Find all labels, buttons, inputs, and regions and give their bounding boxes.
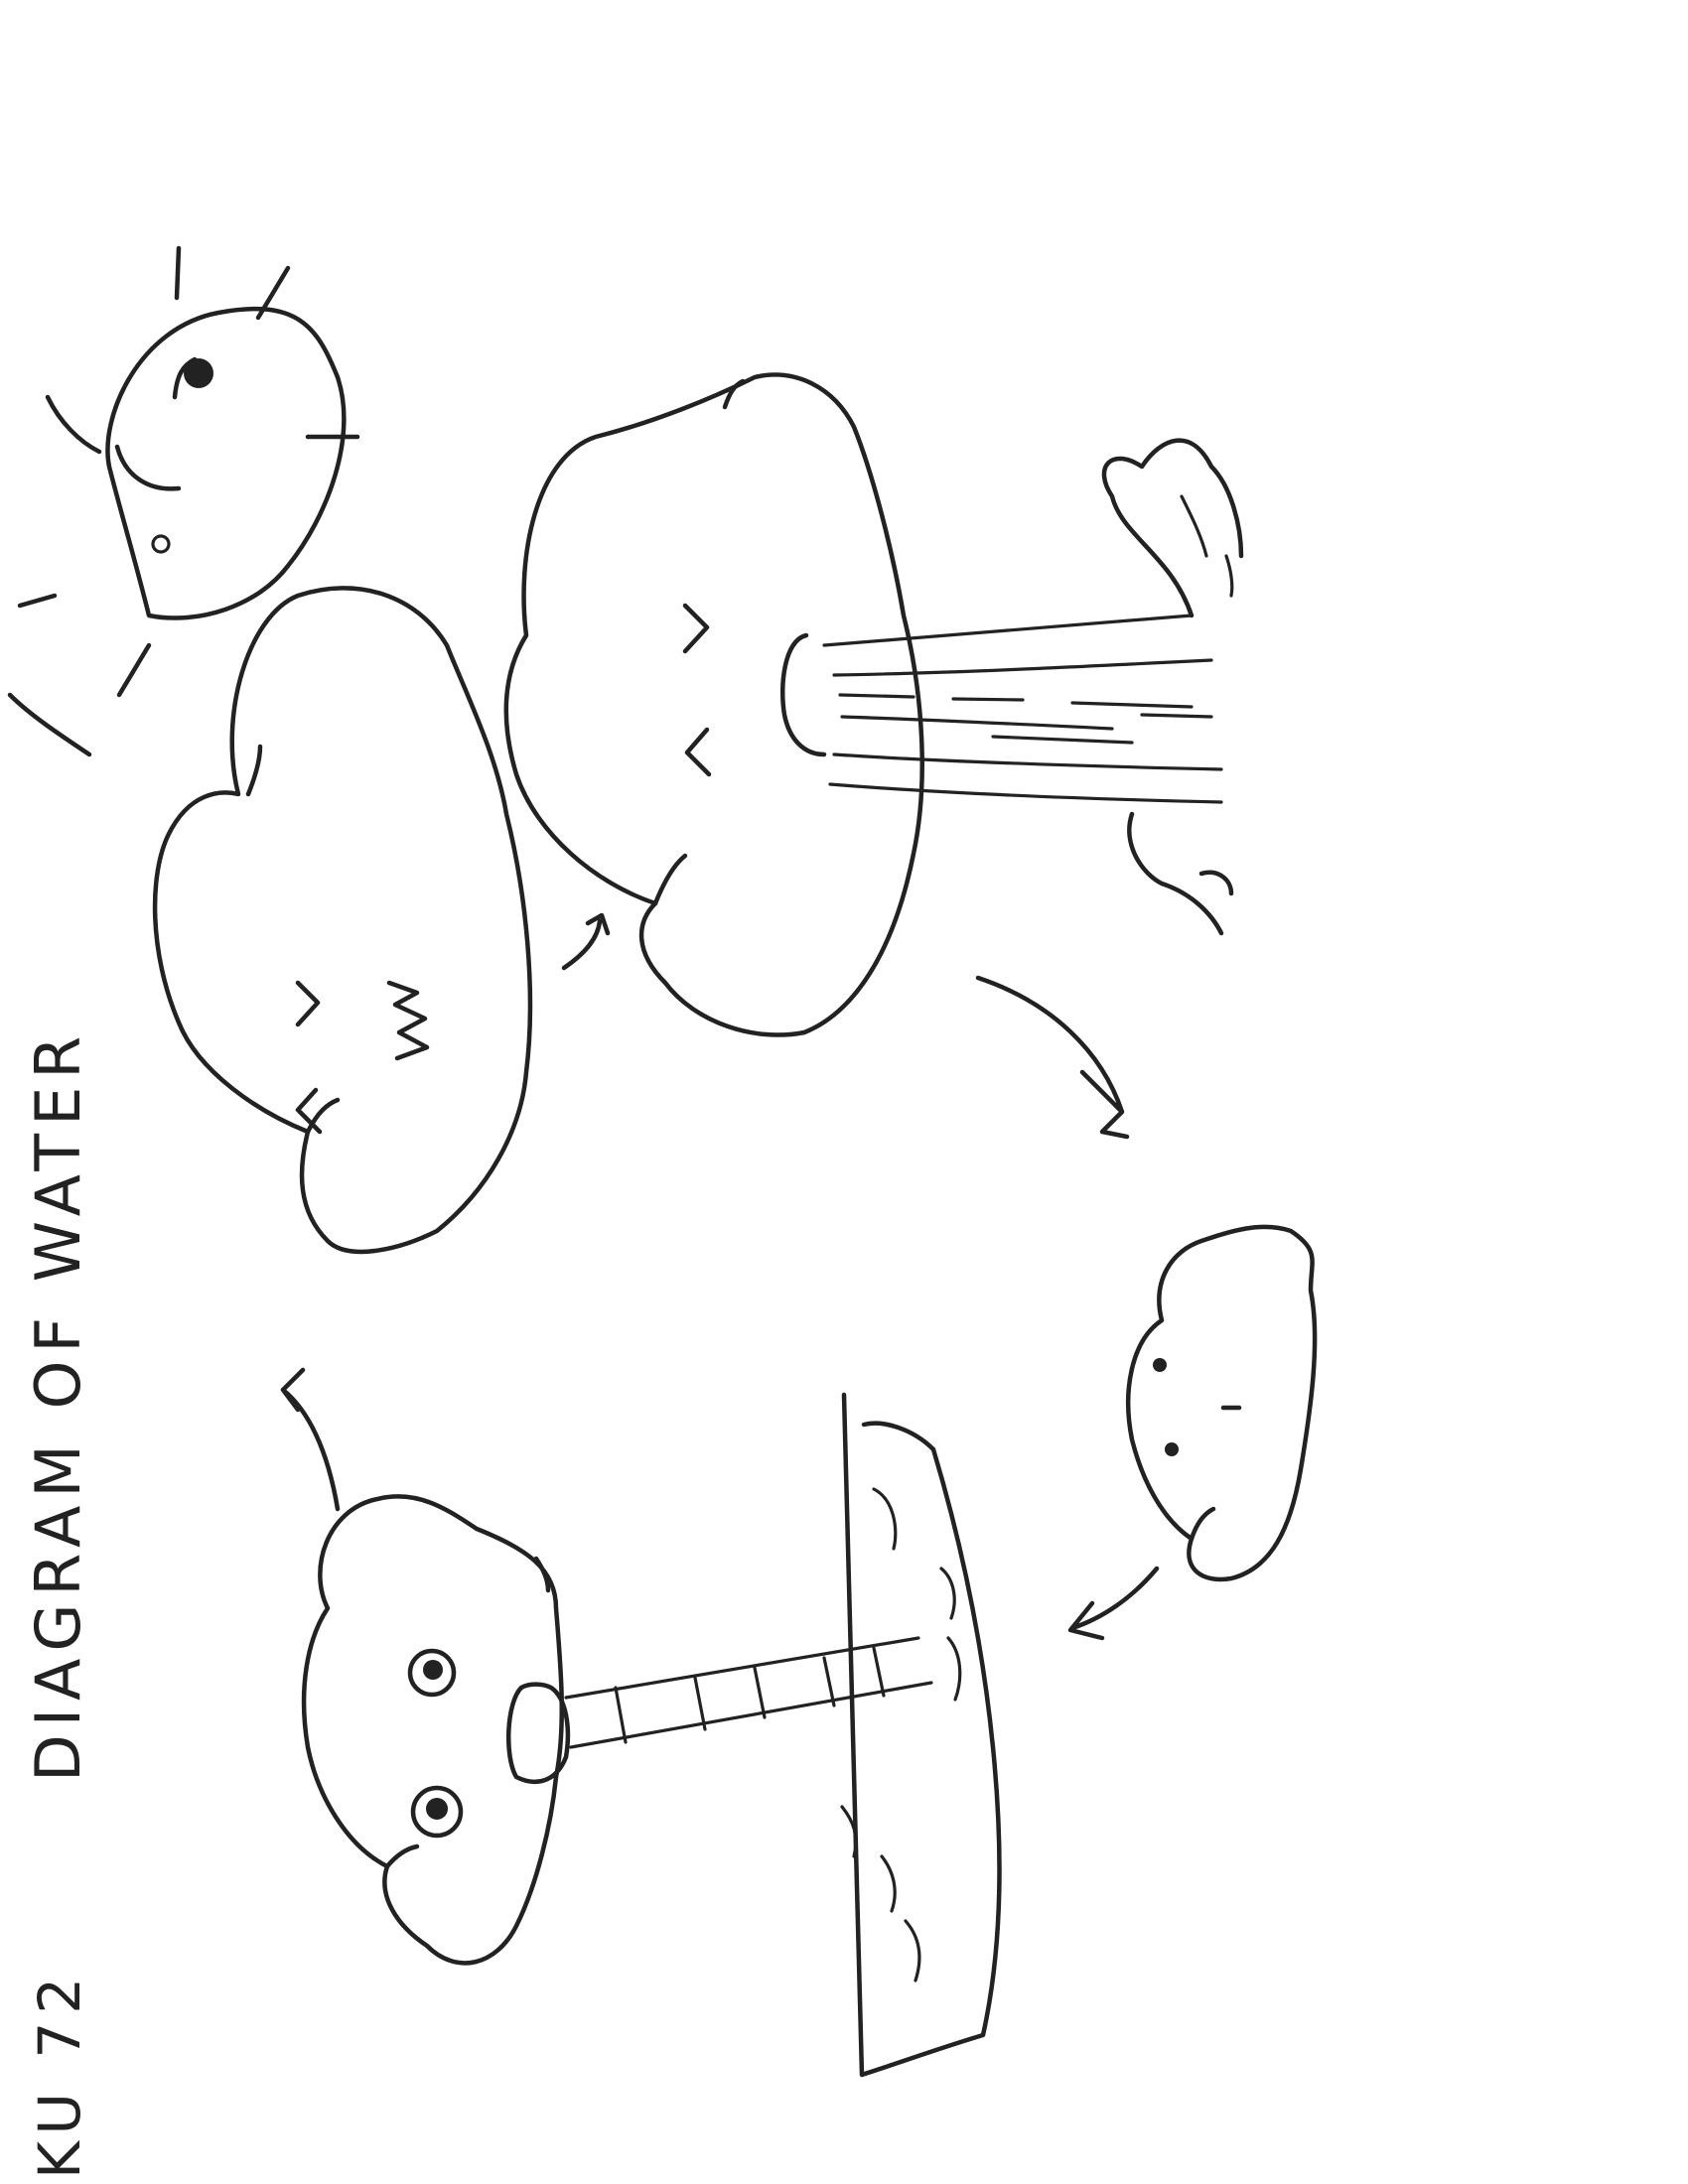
small-cloud-eye [1153, 1358, 1167, 1372]
small-cloud-outline [1126, 1224, 1318, 1582]
straw-stripe [872, 1646, 886, 1698]
rain-splash [1180, 494, 1208, 558]
rain-stream [832, 658, 1213, 677]
squinting-cloud-outline [152, 586, 533, 1255]
water-outline [841, 1392, 1002, 2078]
drinking-cloud-mouth [506, 1682, 571, 1785]
sun-icon [7, 245, 360, 757]
sun-ray [7, 692, 92, 757]
cloud-lobe-line [1189, 1506, 1216, 1542]
squint-eye [295, 1087, 323, 1135]
zigzag-mouth [386, 980, 430, 1061]
straw-stripe [693, 1676, 707, 1731]
sun-ray [255, 265, 291, 321]
cloud-lobe-line [245, 744, 263, 797]
id-label-text: KU 72 [26, 1970, 93, 2179]
sun-cheek [151, 534, 171, 554]
drinking-cloud-outline [301, 1494, 565, 1966]
small-smiling-cloud-icon [1126, 1224, 1318, 1582]
rain-stream [838, 693, 1194, 709]
squint-eye [682, 603, 710, 654]
diagram-title-text: DIAGRAM OF WATER [22, 1028, 94, 1782]
rain-stream [840, 715, 1114, 731]
straw [564, 1636, 920, 1700]
rain-stream [991, 735, 1134, 745]
straw [569, 1681, 933, 1749]
arrow-icon [975, 975, 1130, 1140]
body-of-water-icon [840, 1392, 1002, 2078]
squint-eye [684, 727, 712, 777]
water-ripple [840, 1805, 858, 1858]
id-label: KU 72 [26, 1970, 93, 2179]
sun-eye [184, 358, 213, 388]
sun-mouth [114, 444, 182, 491]
drinking-cloud-pupil [426, 1798, 448, 1820]
raining-cloud-outline [503, 372, 924, 1037]
rain-splash [1224, 554, 1234, 598]
diagram-title: DIAGRAM OF WATER [22, 1028, 94, 1782]
sun-body [105, 307, 347, 620]
sun-eyebrow [172, 356, 198, 400]
rain-stream [822, 614, 1194, 647]
cloud-mouth [780, 632, 827, 757]
water-ripple [939, 1567, 956, 1620]
squinting-cloud-icon [152, 586, 533, 1255]
sun-ray [116, 642, 152, 698]
arrow-icon [561, 912, 611, 971]
straw-stripe [614, 1686, 628, 1744]
rain-splash [1101, 438, 1244, 618]
squint-eye [295, 980, 321, 1027]
drinking-cloud-icon [301, 1494, 933, 1966]
arrow-icon [280, 1367, 341, 1512]
sun-ray [45, 394, 102, 455]
cloud-lobe-line [722, 378, 746, 410]
rain-splash [1127, 811, 1224, 936]
small-cloud-eye [1165, 1442, 1179, 1456]
straw-stripe [753, 1666, 767, 1719]
rain-splash [1198, 870, 1234, 896]
drinking-cloud-pupil [423, 1660, 443, 1680]
cloud-lobe-line [305, 1097, 341, 1135]
arrow-icon [1067, 1566, 1160, 1641]
straw-stripe [822, 1656, 836, 1707]
water-ripple [880, 1854, 897, 1913]
raining-cloud-icon [503, 372, 1244, 1037]
sun-ray [174, 245, 182, 301]
rain-stream [832, 752, 1223, 771]
cloud-lobe-line [384, 1843, 420, 1869]
cloud-lobe-line [533, 1556, 551, 1593]
water-ripple [946, 1636, 962, 1702]
rain-stream [1140, 713, 1213, 719]
drinking-cloud-eye [410, 1785, 464, 1839]
rain-stream [828, 782, 1223, 804]
cloud-lobe-line [652, 853, 688, 906]
water-ripple [904, 1919, 921, 1982]
water-ripple [872, 1487, 898, 1551]
sun-ray [17, 593, 58, 609]
drinking-cloud-eye [407, 1648, 457, 1698]
